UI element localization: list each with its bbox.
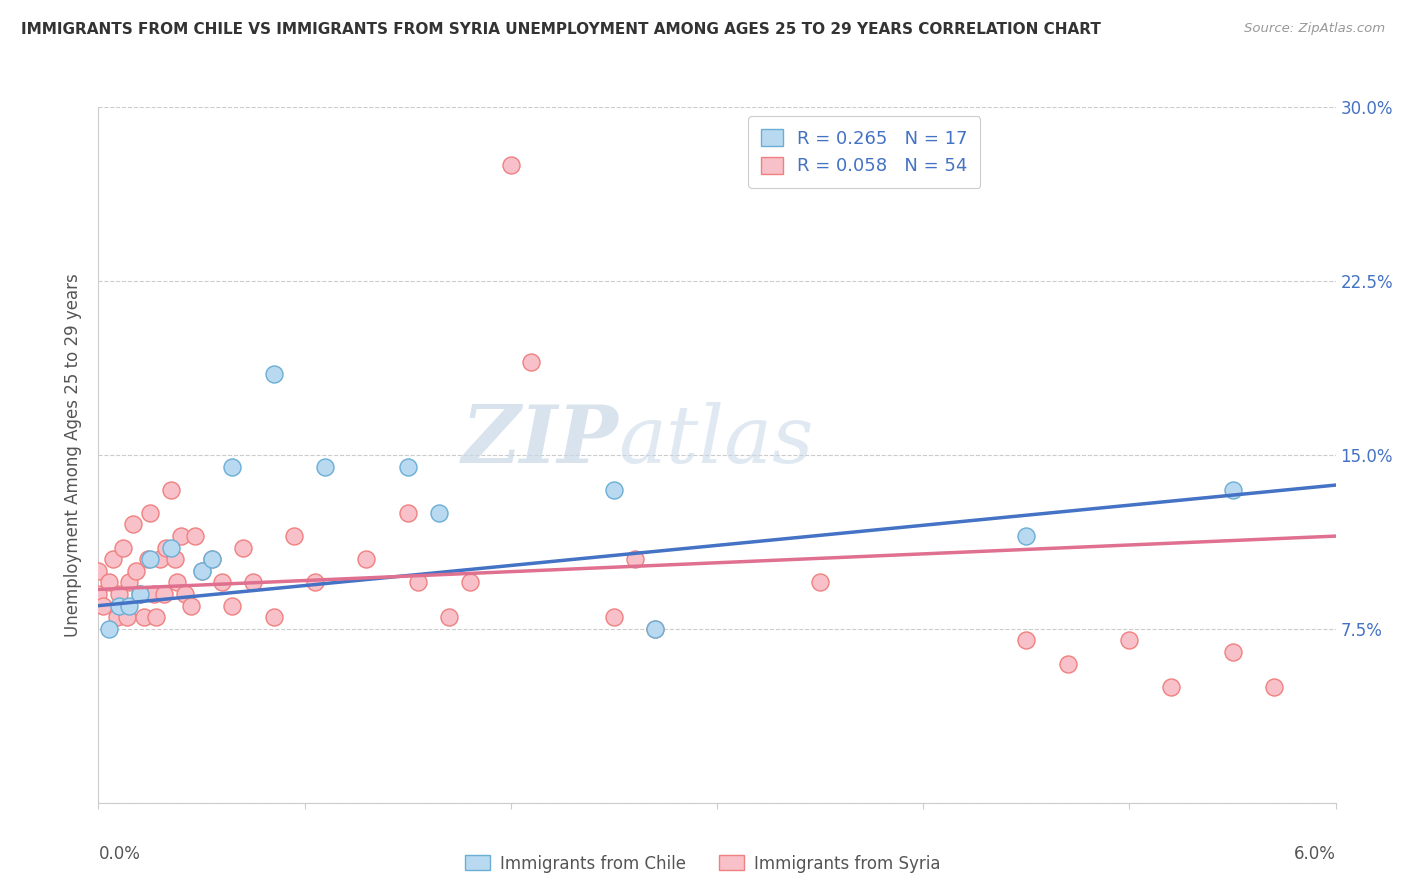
Point: [91, 599, 114, 613]
Point: [143, 587, 166, 601]
Point: [263, 610, 285, 624]
Point: [1263, 680, 1285, 694]
Point: [101, 552, 124, 566]
Point: [145, 610, 167, 624]
Point: [190, 564, 212, 578]
Point: [520, 355, 543, 369]
Point: [166, 575, 188, 590]
Point: [808, 575, 831, 590]
Point: [190, 564, 212, 578]
Point: [406, 575, 429, 590]
Point: [163, 552, 186, 566]
Point: [201, 552, 224, 566]
Point: [356, 552, 378, 566]
Text: IMMIGRANTS FROM CHILE VS IMMIGRANTS FROM SYRIA UNEMPLOYMENT AMONG AGES 25 TO 29 : IMMIGRANTS FROM CHILE VS IMMIGRANTS FROM…: [21, 22, 1101, 37]
Point: [87, 564, 110, 578]
Point: [128, 587, 150, 601]
Point: [304, 575, 326, 590]
Text: 6.0%: 6.0%: [1294, 845, 1336, 863]
Point: [139, 552, 162, 566]
Point: [155, 541, 177, 555]
Legend: Immigrants from Chile, Immigrants from Syria: Immigrants from Chile, Immigrants from S…: [458, 848, 948, 880]
Point: [1015, 633, 1038, 648]
Point: [396, 459, 419, 474]
Point: [105, 610, 128, 624]
Text: atlas: atlas: [619, 402, 814, 480]
Point: [499, 158, 522, 172]
Point: [149, 552, 172, 566]
Point: [263, 367, 285, 381]
Point: [184, 529, 207, 543]
Point: [603, 610, 626, 624]
Point: [117, 610, 139, 624]
Point: [128, 587, 150, 601]
Point: [1056, 657, 1078, 671]
Point: [242, 575, 264, 590]
Point: [458, 575, 481, 590]
Point: [396, 506, 419, 520]
Point: [159, 483, 181, 497]
Point: [623, 552, 645, 566]
Text: ZIP: ZIP: [461, 402, 619, 480]
Point: [221, 599, 243, 613]
Point: [201, 552, 224, 566]
Point: [122, 517, 145, 532]
Point: [644, 622, 666, 636]
Y-axis label: Unemployment Among Ages 25 to 29 years: Unemployment Among Ages 25 to 29 years: [65, 273, 83, 637]
Text: 0.0%: 0.0%: [98, 845, 141, 863]
Point: [180, 599, 202, 613]
Point: [159, 541, 181, 555]
Point: [124, 564, 146, 578]
Point: [1222, 645, 1244, 659]
Point: [87, 587, 110, 601]
Point: [139, 506, 162, 520]
Point: [314, 459, 336, 474]
Point: [118, 575, 141, 590]
Point: [108, 599, 131, 613]
Point: [603, 483, 626, 497]
Point: [174, 587, 197, 601]
Point: [108, 587, 131, 601]
Point: [437, 610, 460, 624]
Point: [221, 459, 243, 474]
Point: [97, 622, 120, 636]
Point: [232, 541, 254, 555]
Point: [153, 587, 176, 601]
Point: [427, 506, 450, 520]
Point: [211, 575, 233, 590]
Point: [118, 599, 141, 613]
Point: [644, 622, 666, 636]
Point: [1118, 633, 1140, 648]
Text: Source: ZipAtlas.com: Source: ZipAtlas.com: [1244, 22, 1385, 36]
Point: [136, 552, 159, 566]
Point: [1015, 529, 1038, 543]
Point: [132, 610, 155, 624]
Point: [283, 529, 305, 543]
Point: [170, 529, 193, 543]
Legend: R = 0.265   N = 17, R = 0.058   N = 54: R = 0.265 N = 17, R = 0.058 N = 54: [748, 116, 980, 188]
Point: [97, 575, 120, 590]
Point: [112, 541, 135, 555]
Point: [1160, 680, 1182, 694]
Point: [1222, 483, 1244, 497]
